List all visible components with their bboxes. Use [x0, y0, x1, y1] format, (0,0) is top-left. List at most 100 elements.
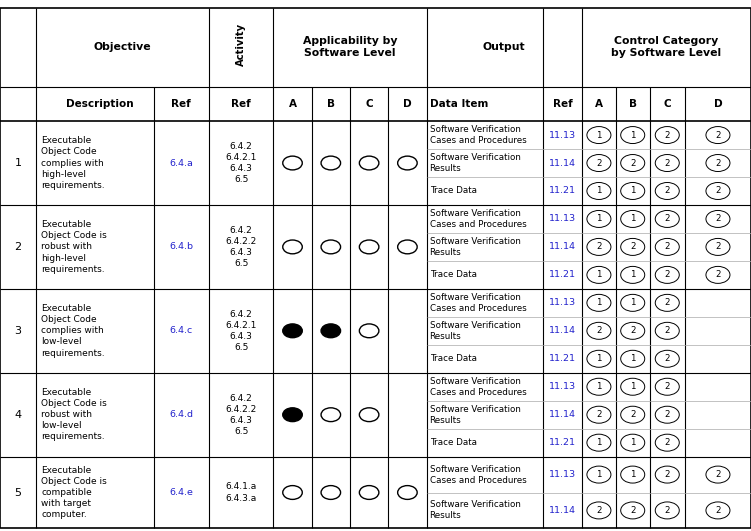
Text: 5: 5 [14, 487, 22, 498]
Text: Software Verification
Results: Software Verification Results [430, 500, 520, 520]
Text: 2: 2 [630, 327, 635, 335]
Text: 11.14: 11.14 [549, 327, 576, 335]
Text: 2: 2 [665, 470, 670, 479]
Text: 2: 2 [665, 438, 670, 447]
Text: 6.4.2
6.4.2.2
6.4.3
6.5: 6.4.2 6.4.2.2 6.4.3 6.5 [225, 226, 257, 268]
Text: 2: 2 [596, 327, 602, 335]
Text: 1: 1 [596, 438, 602, 447]
Text: 6.4.b: 6.4.b [170, 243, 193, 251]
Text: 1: 1 [596, 131, 602, 140]
Text: 2: 2 [665, 327, 670, 335]
Text: D: D [713, 99, 722, 109]
Text: 2: 2 [665, 382, 670, 391]
Text: 2: 2 [665, 131, 670, 140]
Text: 1: 1 [596, 298, 602, 307]
Text: Output: Output [483, 42, 526, 52]
Text: 6.4.2
6.4.2.1
6.4.3
6.5: 6.4.2 6.4.2.1 6.4.3 6.5 [225, 142, 257, 184]
Text: Ref: Ref [231, 99, 251, 109]
Text: Ref: Ref [553, 99, 572, 109]
Text: C: C [663, 99, 671, 109]
Text: 2: 2 [630, 410, 635, 419]
Text: 2: 2 [715, 506, 721, 515]
Text: 2: 2 [715, 186, 721, 195]
Text: 2: 2 [715, 270, 721, 279]
Text: 2: 2 [665, 159, 670, 167]
Text: B: B [629, 99, 637, 109]
Text: 2: 2 [630, 506, 635, 515]
Text: Software Verification
Results: Software Verification Results [430, 321, 520, 341]
Text: Objective: Objective [94, 42, 151, 52]
Text: 2: 2 [596, 159, 602, 167]
Text: 1: 1 [596, 354, 602, 363]
Text: 2: 2 [596, 410, 602, 419]
Text: Software Verification
Cases and Procedures: Software Verification Cases and Procedur… [430, 209, 526, 229]
Text: 11.14: 11.14 [549, 410, 576, 419]
Text: 1: 1 [630, 382, 635, 391]
Text: 11.14: 11.14 [549, 243, 576, 251]
Text: Trace Data: Trace Data [430, 186, 477, 195]
Circle shape [321, 324, 340, 338]
Text: 2: 2 [665, 410, 670, 419]
Text: 2: 2 [665, 506, 670, 515]
Text: 11.21: 11.21 [549, 438, 576, 447]
Text: 1: 1 [596, 215, 602, 224]
Text: 1: 1 [596, 270, 602, 279]
Text: 1: 1 [630, 438, 635, 447]
Text: 1: 1 [596, 470, 602, 479]
Text: Trace Data: Trace Data [430, 270, 477, 279]
Text: 2: 2 [596, 243, 602, 251]
Text: 6.4.c: 6.4.c [170, 327, 193, 335]
Text: Executable
Object Code is
compatible
with target
computer.: Executable Object Code is compatible wit… [41, 466, 107, 519]
Text: 1: 1 [596, 186, 602, 195]
Circle shape [282, 408, 302, 422]
Text: Software Verification
Results: Software Verification Results [430, 237, 520, 257]
Text: 1: 1 [596, 382, 602, 391]
Text: 2: 2 [665, 298, 670, 307]
Text: Executable
Object Code
complies with
high-level
requirements.: Executable Object Code complies with hig… [41, 136, 105, 190]
Text: 6.4.a: 6.4.a [170, 159, 193, 167]
Text: 1: 1 [630, 131, 635, 140]
Text: D: D [403, 99, 412, 109]
Text: 6.4.e: 6.4.e [170, 488, 193, 497]
Text: Executable
Object Code is
robust with
low-level
requirements.: Executable Object Code is robust with lo… [41, 388, 107, 441]
Text: Trace Data: Trace Data [430, 354, 477, 363]
Text: Executable
Object Code
complies with
low-level
requirements.: Executable Object Code complies with low… [41, 304, 105, 357]
Text: 2: 2 [14, 242, 22, 252]
Text: Software Verification
Cases and Procedures: Software Verification Cases and Procedur… [430, 293, 526, 313]
Text: 1: 1 [630, 186, 635, 195]
Text: Software Verification
Results: Software Verification Results [430, 405, 520, 425]
Text: Software Verification
Results: Software Verification Results [430, 153, 520, 173]
Text: 11.13: 11.13 [549, 131, 576, 140]
Text: 2: 2 [665, 270, 670, 279]
Text: Software Verification
Cases and Procedures: Software Verification Cases and Procedur… [430, 465, 526, 485]
Text: 1: 1 [630, 298, 635, 307]
Text: 2: 2 [715, 131, 721, 140]
Circle shape [282, 324, 302, 338]
Text: A: A [595, 99, 603, 109]
Text: 6.4.1.a
6.4.3.a: 6.4.1.a 6.4.3.a [225, 483, 257, 502]
Text: 2: 2 [630, 243, 635, 251]
Text: Description: Description [65, 99, 134, 109]
Text: 2: 2 [630, 159, 635, 167]
Text: 11.13: 11.13 [549, 215, 576, 224]
Text: 1: 1 [630, 354, 635, 363]
Text: C: C [365, 99, 373, 109]
Text: B: B [327, 99, 335, 109]
Text: 1: 1 [630, 215, 635, 224]
Text: Data Item: Data Item [430, 99, 488, 109]
Text: 11.21: 11.21 [549, 354, 576, 363]
Text: 2: 2 [665, 186, 670, 195]
Text: 6.4.2
6.4.2.2
6.4.3
6.5: 6.4.2 6.4.2.2 6.4.3 6.5 [225, 393, 257, 436]
Text: 2: 2 [665, 243, 670, 251]
Text: 6.4.2
6.4.2.1
6.4.3
6.5: 6.4.2 6.4.2.1 6.4.3 6.5 [225, 310, 257, 352]
Text: Control Category
by Software Level: Control Category by Software Level [611, 36, 722, 58]
Text: 2: 2 [715, 215, 721, 224]
Text: 2: 2 [665, 215, 670, 224]
Text: 1: 1 [630, 470, 635, 479]
Text: 1: 1 [14, 158, 22, 168]
Text: Software Verification
Cases and Procedures: Software Verification Cases and Procedur… [430, 125, 526, 145]
Text: 3: 3 [14, 326, 22, 336]
Text: Software Verification
Cases and Procedures: Software Verification Cases and Procedur… [430, 376, 526, 397]
Text: 2: 2 [665, 354, 670, 363]
Text: 11.14: 11.14 [549, 159, 576, 167]
